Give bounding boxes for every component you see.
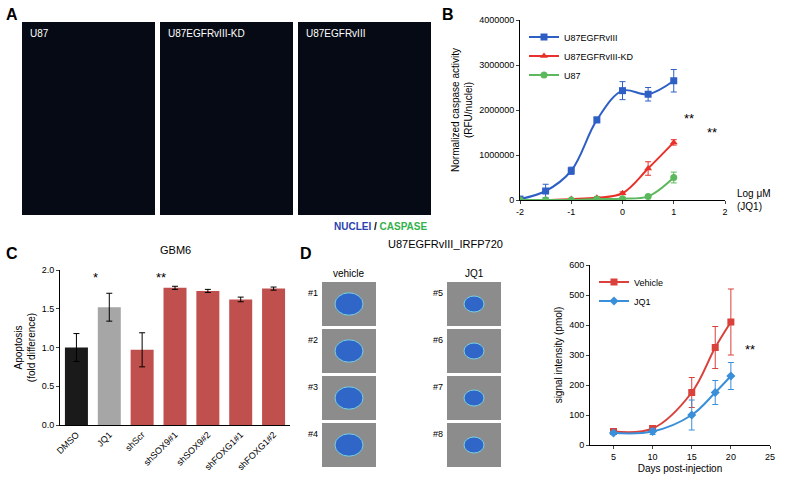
svg-text:15: 15 xyxy=(687,452,697,462)
svg-text:#6: #6 xyxy=(433,335,443,345)
svg-text:Log μM(JQ1): Log μM(JQ1) xyxy=(737,188,771,212)
svg-text:100: 100 xyxy=(569,410,584,420)
svg-text:5: 5 xyxy=(611,452,616,462)
svg-text:0.0: 0.0 xyxy=(42,420,55,430)
svg-text:200: 200 xyxy=(569,380,584,390)
svg-text:0: 0 xyxy=(579,440,584,450)
svg-text:Apoptosis(fold difference): Apoptosis(fold difference) xyxy=(13,313,37,382)
svg-text:#4: #4 xyxy=(308,429,318,439)
svg-text:U87: U87 xyxy=(564,71,581,81)
svg-text:shSOX9#2: shSOX9#2 xyxy=(175,430,213,468)
svg-text:shFOXG1#2: shFOXG1#2 xyxy=(236,430,278,472)
svg-text:*: * xyxy=(93,270,98,285)
svg-text:10: 10 xyxy=(648,452,658,462)
svg-text:-2: -2 xyxy=(516,207,524,217)
svg-text:1.5: 1.5 xyxy=(42,304,55,314)
svg-text:1.0: 1.0 xyxy=(42,343,55,353)
svg-text:500: 500 xyxy=(569,290,584,300)
svg-text:4000000: 4000000 xyxy=(479,15,514,25)
svg-text:**: ** xyxy=(745,342,755,357)
svg-text:**: ** xyxy=(684,111,694,126)
svg-text:Days post-injection: Days post-injection xyxy=(638,463,722,474)
svg-text:600: 600 xyxy=(569,260,584,270)
svg-text:2000000: 2000000 xyxy=(479,105,514,115)
svg-text:U87EGFRvIII-KD: U87EGFRvIII-KD xyxy=(168,28,245,39)
svg-text:#5: #5 xyxy=(433,288,443,298)
svg-text:NUCLEI / CASPASE: NUCLEI / CASPASE xyxy=(334,221,428,232)
svg-text:U87EGFRvIII-KD: U87EGFRvIII-KD xyxy=(564,52,634,62)
svg-text:#8: #8 xyxy=(433,429,443,439)
svg-text:#7: #7 xyxy=(433,382,443,392)
svg-text:GBM6: GBM6 xyxy=(160,244,191,256)
svg-text:**: ** xyxy=(156,270,166,285)
svg-text:20: 20 xyxy=(726,452,736,462)
svg-text:A: A xyxy=(6,6,18,23)
svg-text:shSOX9#1: shSOX9#1 xyxy=(142,430,180,468)
svg-text:U87EGFRvIII_IRFP720: U87EGFRvIII_IRFP720 xyxy=(388,238,503,250)
svg-text:JQ1: JQ1 xyxy=(465,268,484,279)
svg-text:U87EGFRvIII: U87EGFRvIII xyxy=(306,28,365,39)
svg-text:signal intensity (pmol): signal intensity (pmol) xyxy=(553,307,564,404)
svg-text:B: B xyxy=(442,6,454,23)
svg-text:DMSO: DMSO xyxy=(55,430,81,456)
svg-text:2: 2 xyxy=(722,207,727,217)
svg-text:3000000: 3000000 xyxy=(479,60,514,70)
svg-text:**: ** xyxy=(707,125,717,140)
svg-text:400: 400 xyxy=(569,320,584,330)
svg-text:JQ1: JQ1 xyxy=(634,297,651,307)
svg-text:shFOXG1#1: shFOXG1#1 xyxy=(203,430,245,472)
svg-text:0: 0 xyxy=(620,207,625,217)
svg-text:U87EGFRvIII: U87EGFRvIII xyxy=(564,33,618,43)
svg-text:#2: #2 xyxy=(308,335,318,345)
svg-text:Normalized caspase activity(RF: Normalized caspase activity(RFU/nuclei) xyxy=(450,48,474,172)
svg-text:-1: -1 xyxy=(567,207,575,217)
svg-text:1000000: 1000000 xyxy=(479,150,514,160)
svg-text:1: 1 xyxy=(671,207,676,217)
svg-text:0: 0 xyxy=(509,195,514,205)
svg-text:shScr: shScr xyxy=(123,430,146,453)
svg-text:U87: U87 xyxy=(30,28,49,39)
svg-text:300: 300 xyxy=(569,350,584,360)
svg-text:#3: #3 xyxy=(308,382,318,392)
svg-text:0.5: 0.5 xyxy=(42,381,55,391)
svg-text:D: D xyxy=(300,245,312,262)
svg-text:2.0: 2.0 xyxy=(42,265,55,275)
svg-text:JQ1: JQ1 xyxy=(95,430,114,449)
svg-text:25: 25 xyxy=(765,452,775,462)
svg-text:vehicle: vehicle xyxy=(333,268,365,279)
svg-text:Vehicle: Vehicle xyxy=(634,278,663,288)
svg-text:C: C xyxy=(6,245,18,262)
svg-text:#1: #1 xyxy=(308,288,318,298)
